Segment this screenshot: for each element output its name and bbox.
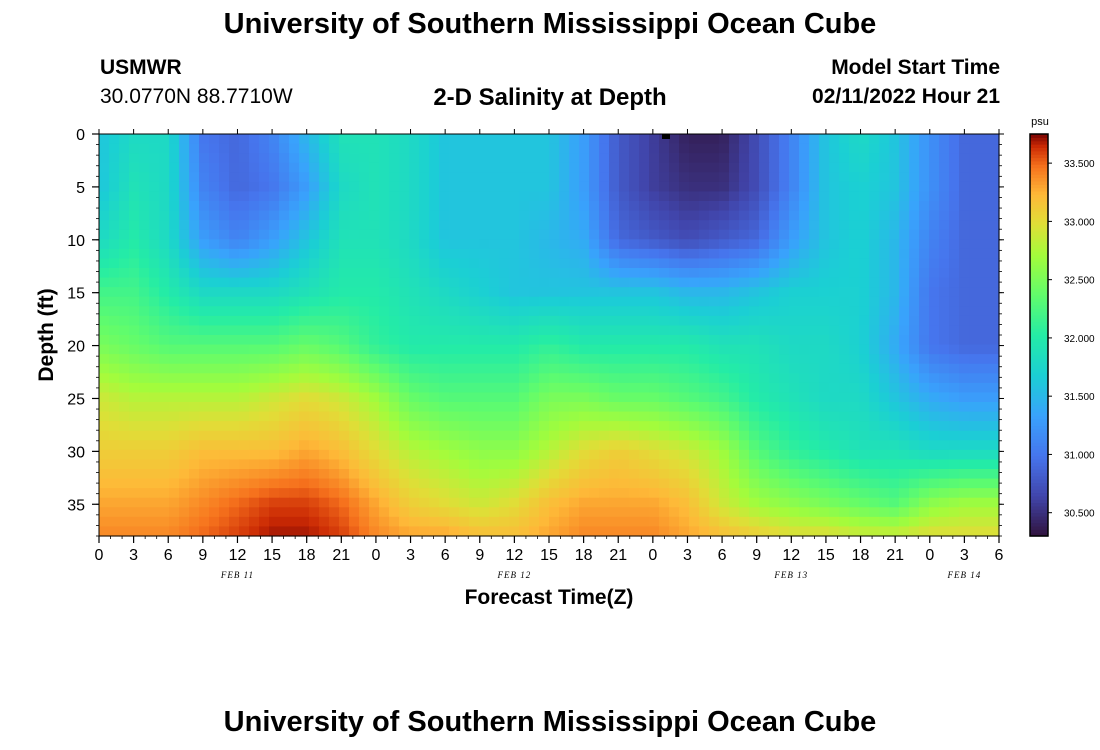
colorbar-tick-label: 33.500 bbox=[1064, 159, 1095, 170]
x-tick-label: 18 bbox=[575, 547, 593, 564]
colorbar-frame bbox=[1029, 133, 1049, 537]
x-tick-label: 6 bbox=[441, 547, 450, 564]
date-label: FEB 12 bbox=[497, 570, 532, 580]
x-tick-label: 15 bbox=[540, 547, 558, 564]
colorbar-tick-label: 32.000 bbox=[1064, 334, 1095, 345]
x-tick-label: 3 bbox=[129, 547, 138, 564]
x-tick-label: 21 bbox=[332, 547, 350, 564]
y-tick-label: 0 bbox=[76, 127, 85, 144]
page-title: University of Southern Mississippi Ocean… bbox=[223, 8, 877, 40]
x-tick-label: 12 bbox=[505, 547, 523, 564]
model-start-label: Model Start Time bbox=[831, 56, 1000, 79]
station-coordinates: 30.0770N 88.7710W bbox=[100, 85, 293, 108]
x-tick-label: 3 bbox=[406, 547, 415, 564]
x-tick-label: 18 bbox=[852, 547, 870, 564]
x-tick-label: 6 bbox=[718, 547, 727, 564]
x-tick-label: 9 bbox=[475, 547, 484, 564]
x-tick-label: 21 bbox=[609, 547, 627, 564]
footer-title: University of Southern Mississippi Ocean… bbox=[223, 706, 877, 738]
heatmap-cells bbox=[99, 134, 1000, 537]
x-tick-label: 9 bbox=[198, 547, 207, 564]
x-tick-label: 0 bbox=[371, 547, 380, 564]
colorbar-tick-label: 31.500 bbox=[1064, 392, 1095, 403]
x-tick-label: 15 bbox=[817, 547, 835, 564]
x-tick-label: 0 bbox=[648, 547, 657, 564]
y-tick-label: 30 bbox=[67, 444, 85, 461]
y-tick-label: 20 bbox=[67, 339, 85, 356]
colorbar-unit-label: psu bbox=[1031, 116, 1049, 128]
x-tick-label: 15 bbox=[263, 547, 281, 564]
x-tick-label: 3 bbox=[960, 547, 969, 564]
x-tick-label: 9 bbox=[752, 547, 761, 564]
y-tick-label: 35 bbox=[67, 497, 85, 514]
plot-title: 2-D Salinity at Depth bbox=[433, 84, 667, 111]
x-axis-title: Forecast Time(Z) bbox=[465, 586, 634, 609]
surface-marker bbox=[662, 134, 670, 139]
colorbar-gradient bbox=[1030, 134, 1048, 537]
colorbar-tick-label: 32.500 bbox=[1064, 276, 1095, 287]
station-name: USMWR bbox=[100, 56, 182, 79]
x-tick-label: 3 bbox=[683, 547, 692, 564]
x-tick-label: 21 bbox=[886, 547, 904, 564]
x-tick-label: 12 bbox=[782, 547, 800, 564]
y-axis-title: Depth (ft) bbox=[35, 288, 58, 381]
colorbar-tick-label: 33.000 bbox=[1064, 217, 1095, 228]
model-start-value: 02/11/2022 Hour 21 bbox=[812, 85, 1000, 108]
colorbar-tick-label: 31.000 bbox=[1064, 450, 1095, 461]
colorbar-tick-label: 30.500 bbox=[1064, 509, 1095, 520]
date-label: FEB 11 bbox=[220, 570, 254, 580]
y-tick-label: 25 bbox=[67, 391, 85, 408]
x-tick-label: 6 bbox=[164, 547, 173, 564]
x-tick-label: 6 bbox=[995, 547, 1004, 564]
y-tick-label: 15 bbox=[67, 286, 85, 303]
y-tick-label: 10 bbox=[67, 233, 85, 250]
date-label: FEB 14 bbox=[947, 570, 982, 580]
x-tick-label: 18 bbox=[298, 547, 316, 564]
x-tick-label: 0 bbox=[925, 547, 934, 564]
y-tick-label: 5 bbox=[76, 180, 85, 197]
x-tick-label: 0 bbox=[95, 547, 104, 564]
x-tick-label: 12 bbox=[229, 547, 247, 564]
date-label: FEB 13 bbox=[773, 570, 808, 580]
